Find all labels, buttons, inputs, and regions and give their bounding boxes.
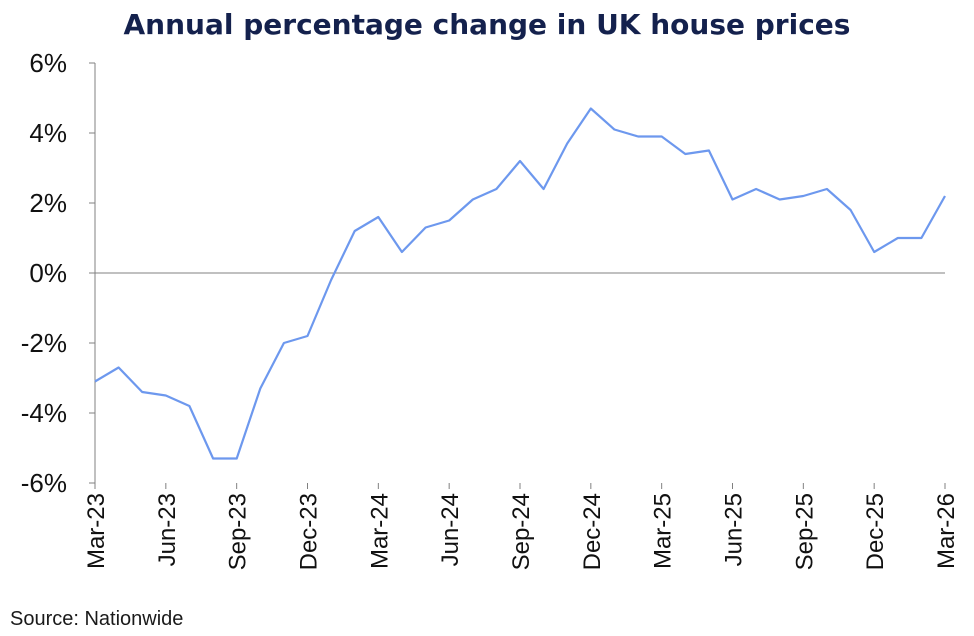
x-tick-label: Mar-26 [933,493,960,569]
x-tick-label: Sep-23 [225,493,252,570]
chart-title: Annual percentage change in UK house pri… [123,8,851,41]
y-tick-label: -4% [21,398,67,428]
x-axis-ticks: Mar-23 Jun-23 Sep-23 Dec-23 Mar-24 Jun-24 Sep-… [83,483,960,570]
x-tick-label: Dec-25 [862,493,889,570]
y-tick-label: 0% [29,258,67,288]
x-tick-label: Sep-24 [508,493,535,570]
x-tick-label: Jun-24 [437,493,464,566]
y-tick-label: 2% [29,188,67,218]
x-tick-label: Jun-23 [154,493,181,566]
y-tick-label: 6% [29,48,67,78]
y-axis-ticks: 6% 4% 2% 0% -2% -4% -6% [21,48,95,498]
source-note: Source: Nationwide [10,608,184,630]
x-tick-label: Mar-23 [83,493,110,569]
x-tick-label: Mar-25 [650,493,677,569]
series-layer [94,107,946,460]
axes [94,63,945,483]
y-tick-label: 4% [29,118,67,148]
y-tick-label: -6% [21,468,67,498]
x-tick-label: Mar-24 [366,493,393,569]
y-tick-label: -2% [21,328,67,358]
x-tick-label: Dec-23 [296,493,323,570]
x-tick-label: Jun-25 [721,493,748,566]
x-tick-label: Sep-25 [791,493,818,570]
x-tick-label: Dec-24 [579,493,606,570]
